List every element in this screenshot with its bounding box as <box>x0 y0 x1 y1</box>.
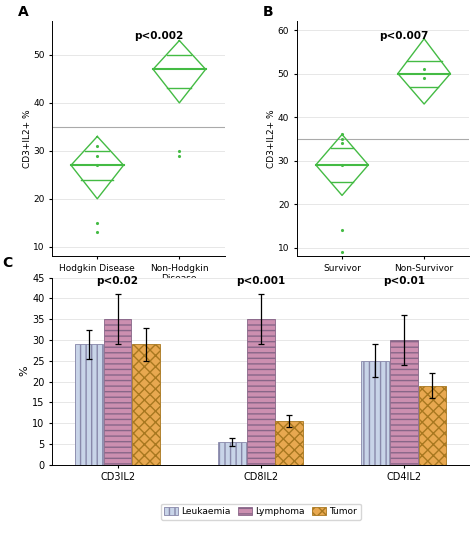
Bar <box>218 442 246 465</box>
Bar <box>419 386 447 465</box>
Y-axis label: CD3+IL2+ %: CD3+IL2+ % <box>23 109 32 168</box>
Text: C: C <box>2 256 12 270</box>
Text: p<0.001: p<0.001 <box>236 276 285 286</box>
Text: A: A <box>18 5 28 19</box>
Bar <box>390 340 418 465</box>
Legend: Leukaemia, Lymphoma, Tumor: Leukaemia, Lymphoma, Tumor <box>161 504 361 520</box>
Bar <box>247 319 274 465</box>
Bar <box>75 344 103 465</box>
Text: p<0.002: p<0.002 <box>135 31 183 41</box>
Text: p<0.007: p<0.007 <box>379 31 428 41</box>
Bar <box>132 344 160 465</box>
Bar <box>361 361 389 465</box>
Y-axis label: %: % <box>19 366 29 376</box>
Text: p<0.02: p<0.02 <box>97 276 138 286</box>
Text: B: B <box>263 5 273 19</box>
Bar <box>275 421 303 465</box>
Text: p<0.01: p<0.01 <box>383 276 425 286</box>
Bar <box>104 319 131 465</box>
Y-axis label: CD3+IL2+ %: CD3+IL2+ % <box>267 109 276 168</box>
